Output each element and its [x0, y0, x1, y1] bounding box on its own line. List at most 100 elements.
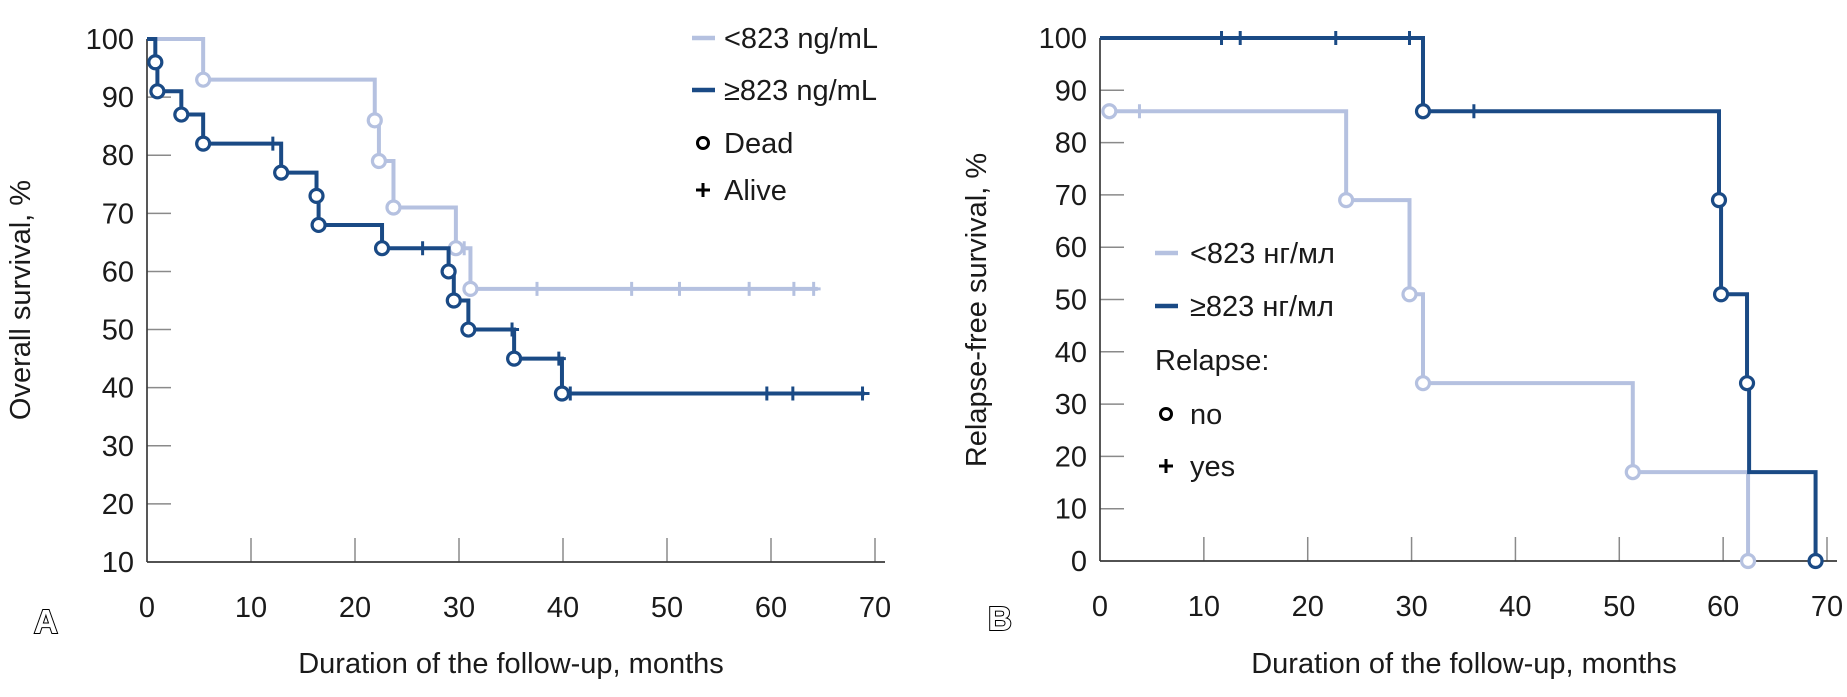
y-tick-label: 60 — [1055, 232, 1087, 264]
event-circle-marker — [1712, 286, 1730, 303]
y-tick-label: 50 — [1055, 285, 1087, 317]
event-circle-marker — [1738, 375, 1756, 392]
censor-plus-mark — [551, 351, 566, 366]
x-tick-label: 30 — [1395, 591, 1427, 623]
event-circle-marker — [1739, 552, 1757, 570]
y-tick-label: 10 — [102, 547, 134, 579]
y-tick-label: 30 — [1055, 389, 1087, 421]
event-circle-marker — [195, 71, 212, 88]
event-circle-marker — [1338, 192, 1355, 209]
censor-plus-mark — [1233, 31, 1248, 45]
y-tick-label: 80 — [102, 140, 134, 172]
event-circle-marker — [273, 164, 290, 181]
x-tick-label: 70 — [859, 592, 891, 624]
legend-series-label: <823 нг/мл — [1190, 238, 1335, 270]
event-circle-marker — [310, 216, 327, 234]
legend-series-label: <823 ng/mL — [724, 23, 878, 55]
x-tick-label: 70 — [1811, 591, 1843, 623]
x-tick-label: 20 — [1292, 591, 1324, 623]
censor-plus-mark — [1328, 31, 1343, 45]
x-tick-label: 30 — [443, 592, 475, 624]
event-circle-marker — [1101, 103, 1118, 120]
y-tick-label: 40 — [102, 373, 134, 405]
censor-plus-mark — [1132, 104, 1147, 119]
legend-plus-icon — [696, 183, 710, 197]
panel-letter: A — [34, 603, 58, 640]
x-tick-label: 50 — [1603, 591, 1635, 623]
legend-heading: Relapse: — [1155, 345, 1269, 377]
panel-b: 0 10 20 30 40 50 60 70 0 10 20 30 40 50 60 70 80 90 100 Rel… — [961, 23, 1843, 680]
y-tick-label: 90 — [102, 82, 134, 114]
censor-plus-mark — [806, 281, 821, 296]
y-tick-label: 70 — [1055, 180, 1087, 212]
legend-marker-label: Alive — [724, 175, 787, 207]
x-tick-label: 0 — [139, 592, 155, 624]
y-axis-title: Overall survival, % — [5, 180, 37, 420]
x-tick-label: 0 — [1092, 591, 1108, 623]
x-tick-label: 60 — [1707, 591, 1739, 623]
event-circle-marker — [1401, 286, 1418, 303]
event-circle-marker — [173, 106, 190, 123]
legend-series-label: ≥823 ng/mL — [724, 75, 877, 107]
y-tick-label: 100 — [86, 24, 134, 56]
y-tick-label: 0 — [1071, 546, 1087, 578]
x-tick-label: 10 — [1188, 591, 1220, 623]
event-circle-marker — [385, 199, 402, 216]
legend-circle-icon — [696, 136, 710, 150]
legend-marker-label: no — [1190, 399, 1222, 431]
y-tick-label: 100 — [1039, 23, 1087, 55]
event-circle-marker — [447, 240, 464, 257]
y-tick-label: 20 — [1055, 441, 1087, 473]
x-axis-title: Duration of the follow-up, months — [1251, 648, 1677, 680]
y-tick-label: 80 — [1055, 128, 1087, 160]
event-circle-marker — [1414, 103, 1432, 120]
event-circle-marker — [445, 292, 462, 309]
censor-plus-mark — [415, 241, 430, 256]
censor-plus-mark — [672, 281, 687, 296]
event-circle-marker — [462, 280, 479, 297]
censor-plus-mark — [785, 386, 800, 401]
x-tick-label: 60 — [755, 592, 787, 624]
event-circle-marker — [195, 135, 212, 152]
censor-plus-mark — [1466, 104, 1481, 119]
legend-marker-label: Dead — [724, 128, 793, 160]
event-circle-marker — [506, 350, 523, 367]
censor-plus-mark — [1214, 31, 1229, 45]
x-tick-label: 50 — [651, 592, 683, 624]
event-circle-marker — [1807, 552, 1824, 570]
y-tick-label: 70 — [102, 198, 134, 230]
event-circle-marker — [553, 385, 571, 402]
y-tick-label: 50 — [102, 315, 134, 347]
legend-series-label: ≥823 нг/мл — [1190, 291, 1334, 323]
y-axis-title: Relapse-free survival, % — [961, 153, 993, 467]
x-axis-title: Duration of the follow-up, months — [298, 648, 724, 680]
y-tick-label: 60 — [102, 256, 134, 288]
censor-plus-mark — [742, 281, 757, 296]
y-tick-label: 20 — [102, 489, 134, 521]
censor-plus-mark — [855, 386, 870, 401]
x-tick-label: 10 — [235, 592, 267, 624]
km-curve-low — [147, 37, 818, 291]
event-circle-marker — [308, 187, 325, 204]
panel-a: 0 10 20 30 40 50 60 70102030405060708090100Over… — [5, 23, 891, 680]
censor-plus-mark — [786, 281, 801, 296]
censor-plus-mark — [759, 386, 774, 401]
event-circle-marker — [1624, 463, 1641, 481]
legend-circle-icon — [1159, 407, 1173, 421]
event-circle-marker — [366, 112, 383, 129]
km-curve-high — [147, 37, 865, 396]
x-tick-label: 40 — [1499, 591, 1531, 623]
legend-marker-label: yes — [1190, 451, 1235, 483]
censor-plus-mark — [1402, 31, 1417, 45]
event-circle-marker — [149, 83, 166, 100]
y-tick-label: 30 — [102, 431, 134, 463]
event-circle-marker — [460, 321, 477, 338]
censor-plus-mark — [505, 322, 520, 337]
censor-plus-mark — [265, 136, 280, 151]
panel-letter: B — [988, 600, 1012, 637]
event-circle-marker — [440, 263, 457, 280]
y-tick-label: 90 — [1055, 75, 1087, 107]
event-circle-marker — [370, 152, 388, 170]
